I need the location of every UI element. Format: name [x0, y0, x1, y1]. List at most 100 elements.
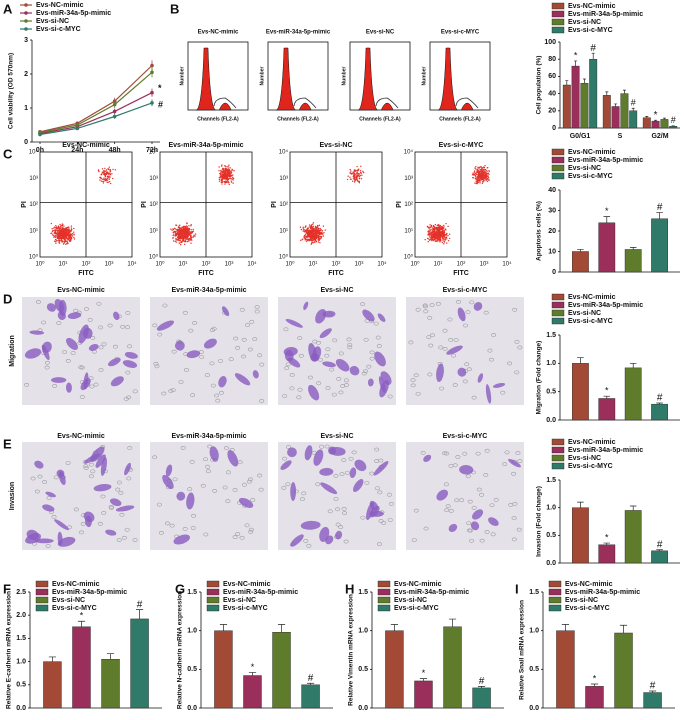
- dot: [218, 170, 219, 171]
- dot: [474, 172, 475, 173]
- dot: [225, 174, 226, 175]
- dot: [221, 183, 222, 184]
- dot: [353, 175, 354, 176]
- dot: [232, 177, 233, 178]
- dot: [191, 240, 192, 241]
- error-bar: [577, 358, 584, 364]
- dot: [435, 228, 436, 229]
- legend-swatch: [552, 165, 564, 171]
- dot: [435, 235, 436, 236]
- bar: [652, 121, 659, 128]
- histogram-peak: [219, 103, 231, 110]
- dot: [229, 170, 230, 171]
- image-bg: [406, 297, 524, 405]
- legend-label: Evs-NC-mimic: [52, 581, 100, 588]
- dot: [356, 170, 357, 171]
- legend-swatch: [24, 3, 28, 7]
- bar: [612, 107, 619, 129]
- dot: [228, 166, 229, 167]
- dot: [311, 230, 312, 231]
- dot: [73, 228, 74, 229]
- scatter-dots: [170, 164, 235, 245]
- axis-label: Channels (FL2-A): [277, 116, 319, 122]
- dot: [488, 174, 489, 175]
- image-title: Evs-NC-mimic: [57, 433, 105, 440]
- dot: [229, 184, 230, 185]
- dot: [441, 227, 442, 228]
- legend-swatch: [552, 27, 564, 33]
- dot: [70, 231, 71, 232]
- dot: [442, 237, 443, 238]
- dot: [482, 183, 483, 184]
- dot: [71, 227, 72, 228]
- dot: [66, 229, 67, 230]
- y-tick-label: 1.0: [546, 505, 556, 512]
- dot: [66, 239, 67, 240]
- legend-swatch: [378, 589, 390, 595]
- legend-swatch: [552, 173, 564, 179]
- dot: [445, 234, 446, 235]
- dot: [447, 226, 448, 227]
- annotation: #: [657, 539, 663, 550]
- annotation: *: [574, 50, 578, 60]
- bar: [651, 219, 667, 272]
- dot: [477, 180, 478, 181]
- dot: [315, 229, 316, 230]
- y-tick-label: 0.5: [546, 389, 556, 396]
- dot: [484, 167, 485, 168]
- point: [38, 133, 42, 137]
- axis-label: PI: [396, 201, 403, 208]
- dot: [52, 230, 53, 231]
- dot: [441, 233, 442, 234]
- dot: [60, 238, 61, 239]
- axis-label: PI: [21, 201, 28, 208]
- dot: [310, 232, 311, 233]
- dot: [71, 225, 72, 226]
- dot: [101, 180, 102, 181]
- bar: [581, 83, 588, 128]
- x-tick-label: 10²: [202, 262, 211, 268]
- dot: [102, 181, 103, 182]
- error-bar: [249, 672, 256, 675]
- dot: [55, 243, 56, 244]
- dot: [65, 237, 66, 238]
- dot: [434, 234, 435, 235]
- dot: [441, 229, 442, 230]
- dot: [487, 181, 488, 182]
- bar: [599, 223, 615, 272]
- dot: [429, 240, 430, 241]
- dot: [231, 175, 232, 176]
- dot: [64, 241, 65, 242]
- dot: [223, 170, 224, 171]
- annotation: #: [137, 599, 143, 610]
- y-axis-label: Invasion (Fold change): [536, 486, 543, 557]
- dot: [315, 226, 316, 227]
- dot: [185, 231, 186, 232]
- histogram-peak: [358, 48, 378, 110]
- dot: [313, 242, 314, 243]
- dot: [485, 169, 486, 170]
- dot: [115, 169, 116, 170]
- dot: [320, 229, 321, 230]
- row-label: Migration: [9, 335, 16, 367]
- dot: [67, 242, 68, 243]
- y-axis-label: Relative Vimentin mRNA expression: [348, 594, 355, 706]
- dot: [310, 226, 311, 227]
- dot: [314, 239, 315, 240]
- dot: [439, 240, 440, 241]
- dot: [305, 232, 306, 233]
- dot: [313, 239, 314, 240]
- panel-letter: B: [170, 1, 179, 16]
- legend-label: Evs-si-NC: [52, 597, 85, 604]
- dot: [427, 231, 428, 232]
- dot: [73, 234, 74, 235]
- error-bar: [630, 247, 637, 249]
- dot: [58, 239, 59, 240]
- dot: [474, 182, 475, 183]
- dot: [484, 178, 485, 179]
- x-tick-label: 10³: [105, 262, 114, 268]
- dot: [444, 232, 445, 233]
- y-tick-label: 2: [24, 71, 28, 78]
- image-title: Evs-si-NC: [366, 30, 395, 36]
- axis-label: PI: [271, 201, 278, 208]
